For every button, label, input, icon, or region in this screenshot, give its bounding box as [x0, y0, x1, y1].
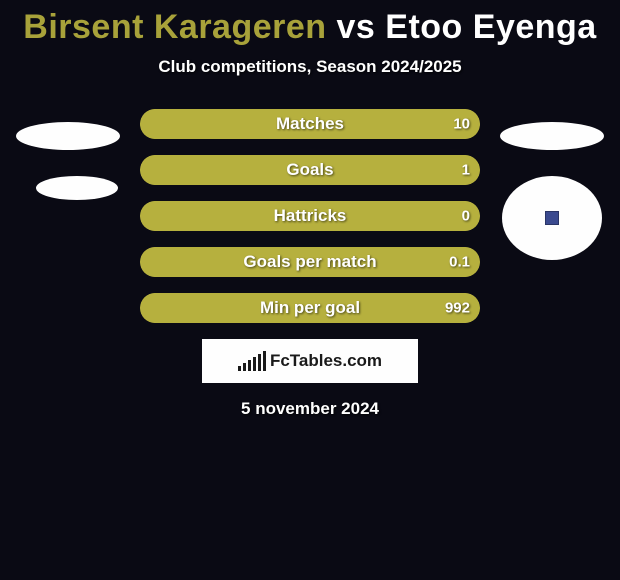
page-title: Birsent Karageren vs Etoo Eyenga	[0, 0, 620, 47]
logo-bar-icon	[238, 366, 241, 371]
bar-value-right: 992	[445, 300, 470, 317]
stat-bar-row: Min per goal992	[140, 293, 480, 323]
bar-label: Goals per match	[140, 252, 480, 272]
subtitle: Club competitions, Season 2024/2025	[0, 57, 620, 77]
snapshot-date: 5 november 2024	[0, 399, 620, 419]
logo-bars-icon	[238, 351, 266, 371]
stat-bar-row: Goals1	[140, 155, 480, 185]
logo-bar-icon	[248, 360, 251, 371]
bar-value-right: 0	[462, 208, 470, 225]
bar-value-right: 1	[462, 162, 470, 179]
stat-bars: Matches10Goals1Hattricks0Goals per match…	[140, 109, 480, 323]
bar-label: Goals	[140, 160, 480, 180]
player1-name: Birsent Karageren	[23, 8, 326, 46]
stat-bar-row: Hattricks0	[140, 201, 480, 231]
player2-name: Etoo Eyenga	[385, 8, 596, 46]
stats-container: Matches10Goals1Hattricks0Goals per match…	[0, 77, 620, 419]
logo-bar-icon	[253, 357, 256, 371]
stat-bar-row: Goals per match0.1	[140, 247, 480, 277]
bar-value-right: 0.1	[449, 254, 470, 271]
stat-bar-row: Matches10	[140, 109, 480, 139]
logo-text: FcTables.com	[270, 351, 382, 371]
bar-value-right: 10	[453, 116, 470, 133]
vs-text: vs	[337, 8, 376, 46]
bar-label: Matches	[140, 114, 480, 134]
logo-bar-icon	[258, 354, 261, 371]
fctables-logo[interactable]: FcTables.com	[202, 339, 418, 383]
logo-bar-icon	[263, 351, 266, 371]
logo-bar-icon	[243, 363, 246, 371]
bar-label: Min per goal	[140, 298, 480, 318]
bar-label: Hattricks	[140, 206, 480, 226]
